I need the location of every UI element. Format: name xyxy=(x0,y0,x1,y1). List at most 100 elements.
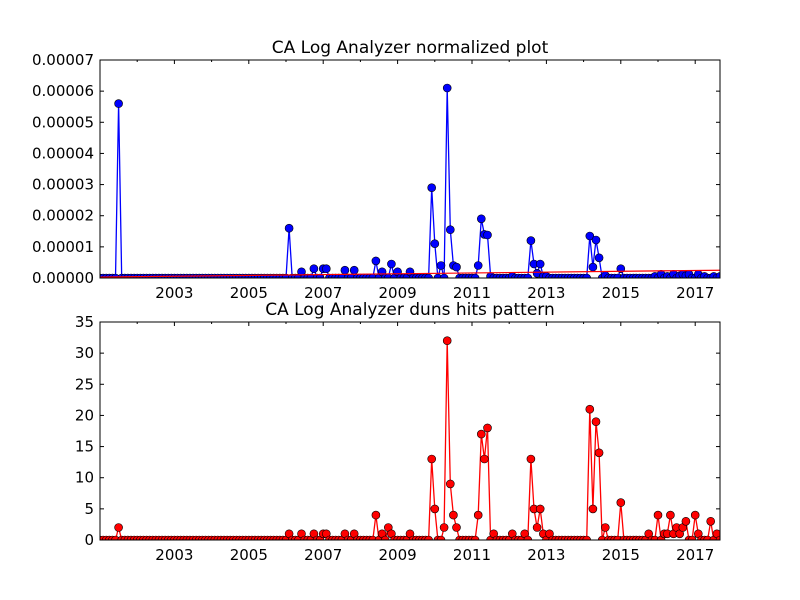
normalized-plot-chart: CA Log Analyzer normalized plot 0.000000… xyxy=(32,38,721,302)
x-tick-label: 2013 xyxy=(527,546,565,564)
data-point xyxy=(449,510,458,520)
x-tick-label: 2011 xyxy=(453,546,491,564)
zero-point xyxy=(424,535,433,540)
y-tick-label: 25 xyxy=(75,375,94,393)
chart-title: CA Log Analyzer normalized plot xyxy=(272,38,549,58)
y-tick-label: 0.00002 xyxy=(32,207,94,225)
data-point xyxy=(473,510,483,520)
zero-point xyxy=(582,535,591,540)
data-point xyxy=(532,523,542,532)
data-point xyxy=(585,404,595,414)
data-point xyxy=(340,265,350,275)
data-point xyxy=(349,265,359,275)
y-tick-label: 0.00000 xyxy=(32,269,94,287)
zero-point xyxy=(380,535,390,540)
zero-point xyxy=(111,535,120,540)
x-tick-label: 2009 xyxy=(379,546,417,564)
x-tick-label: 2015 xyxy=(602,546,640,564)
data-point xyxy=(436,261,446,270)
data-point xyxy=(309,264,319,274)
x-tick-label: 2007 xyxy=(304,546,342,564)
zero-point xyxy=(687,535,697,540)
data-point xyxy=(483,230,492,240)
x-tick-label: 2005 xyxy=(230,284,268,302)
data-point xyxy=(535,259,545,269)
data-point xyxy=(114,523,123,532)
data-point xyxy=(371,510,381,520)
data-point xyxy=(371,256,381,266)
y-tick-label: 10 xyxy=(75,469,94,487)
data-point xyxy=(430,239,440,248)
axis-ticks: 0.00000 0.00001 0.00002 0.00003 0.00004 0.000… xyxy=(32,51,720,302)
zero-point xyxy=(715,535,720,540)
y-tick-label: 15 xyxy=(75,438,94,456)
x-tick-label: 2013 xyxy=(527,284,565,302)
data-point xyxy=(526,236,536,245)
zero-point xyxy=(436,535,446,540)
data-point xyxy=(442,83,452,93)
x-tick-label: 2017 xyxy=(676,284,714,302)
data-point xyxy=(387,259,396,269)
plot-area xyxy=(100,83,720,278)
data-point xyxy=(715,272,720,278)
y-tick-label: 35 xyxy=(75,313,94,331)
trend-line xyxy=(100,269,720,278)
data-point xyxy=(445,479,455,489)
data-point xyxy=(706,516,716,526)
data-point xyxy=(588,504,598,514)
x-tick-label: 2015 xyxy=(602,284,640,302)
y-tick-label: 0.00003 xyxy=(32,176,94,194)
data-point xyxy=(588,262,598,272)
axis-ticks: 0 5 10 15 20 25 30 35 2003 2005 2007 2009 2011 2013 20… xyxy=(75,313,720,564)
y-tick-label: 0.00004 xyxy=(32,144,94,162)
y-tick-label: 0.00001 xyxy=(32,238,94,256)
data-point xyxy=(594,253,604,263)
plot-area xyxy=(100,336,720,540)
data-point xyxy=(666,510,675,520)
axes-frame xyxy=(99,59,721,279)
y-tick-label: 5 xyxy=(84,500,94,518)
data-point xyxy=(284,223,294,233)
data-point xyxy=(616,498,626,507)
data-point xyxy=(476,429,486,439)
y-tick-label: 30 xyxy=(75,344,94,362)
data-point xyxy=(452,523,461,532)
x-tick-label: 2011 xyxy=(453,284,491,302)
zero-point xyxy=(523,273,533,278)
y-tick-label: 0.00007 xyxy=(32,51,94,69)
data-point xyxy=(445,225,455,234)
data-point xyxy=(681,516,691,526)
zero-point xyxy=(470,535,480,540)
data-point xyxy=(594,448,604,458)
zero-point xyxy=(613,273,622,278)
data-point xyxy=(591,417,601,427)
zero-point xyxy=(439,273,449,278)
data-point xyxy=(480,454,489,464)
data-point xyxy=(476,214,486,224)
y-tick-label: 0 xyxy=(84,531,94,549)
data-point xyxy=(535,504,545,514)
zero-point xyxy=(613,535,622,540)
y-tick-label: 0.00005 xyxy=(32,113,94,131)
data-point xyxy=(473,261,483,270)
data-point xyxy=(591,235,601,245)
data-point xyxy=(526,454,536,464)
chart-title: CA Log Analyzer duns hits pattern xyxy=(265,300,555,320)
data-point xyxy=(483,423,492,433)
data-point xyxy=(321,264,331,274)
x-tick-label: 2005 xyxy=(230,546,268,564)
x-tick-label: 2017 xyxy=(676,546,714,564)
zero-point xyxy=(470,273,480,278)
data-point xyxy=(585,231,595,241)
zero-point xyxy=(433,273,443,278)
zero-point xyxy=(368,535,378,540)
y-tick-label: 0.00006 xyxy=(32,82,94,100)
y-tick-label: 20 xyxy=(75,406,94,424)
data-point xyxy=(427,454,437,464)
zero-point xyxy=(703,535,712,540)
data-point xyxy=(430,504,440,514)
x-tick-label: 2007 xyxy=(304,284,342,302)
duns-hits-chart: CA Log Analyzer duns hits pattern 0 5 10 15… xyxy=(75,300,721,564)
